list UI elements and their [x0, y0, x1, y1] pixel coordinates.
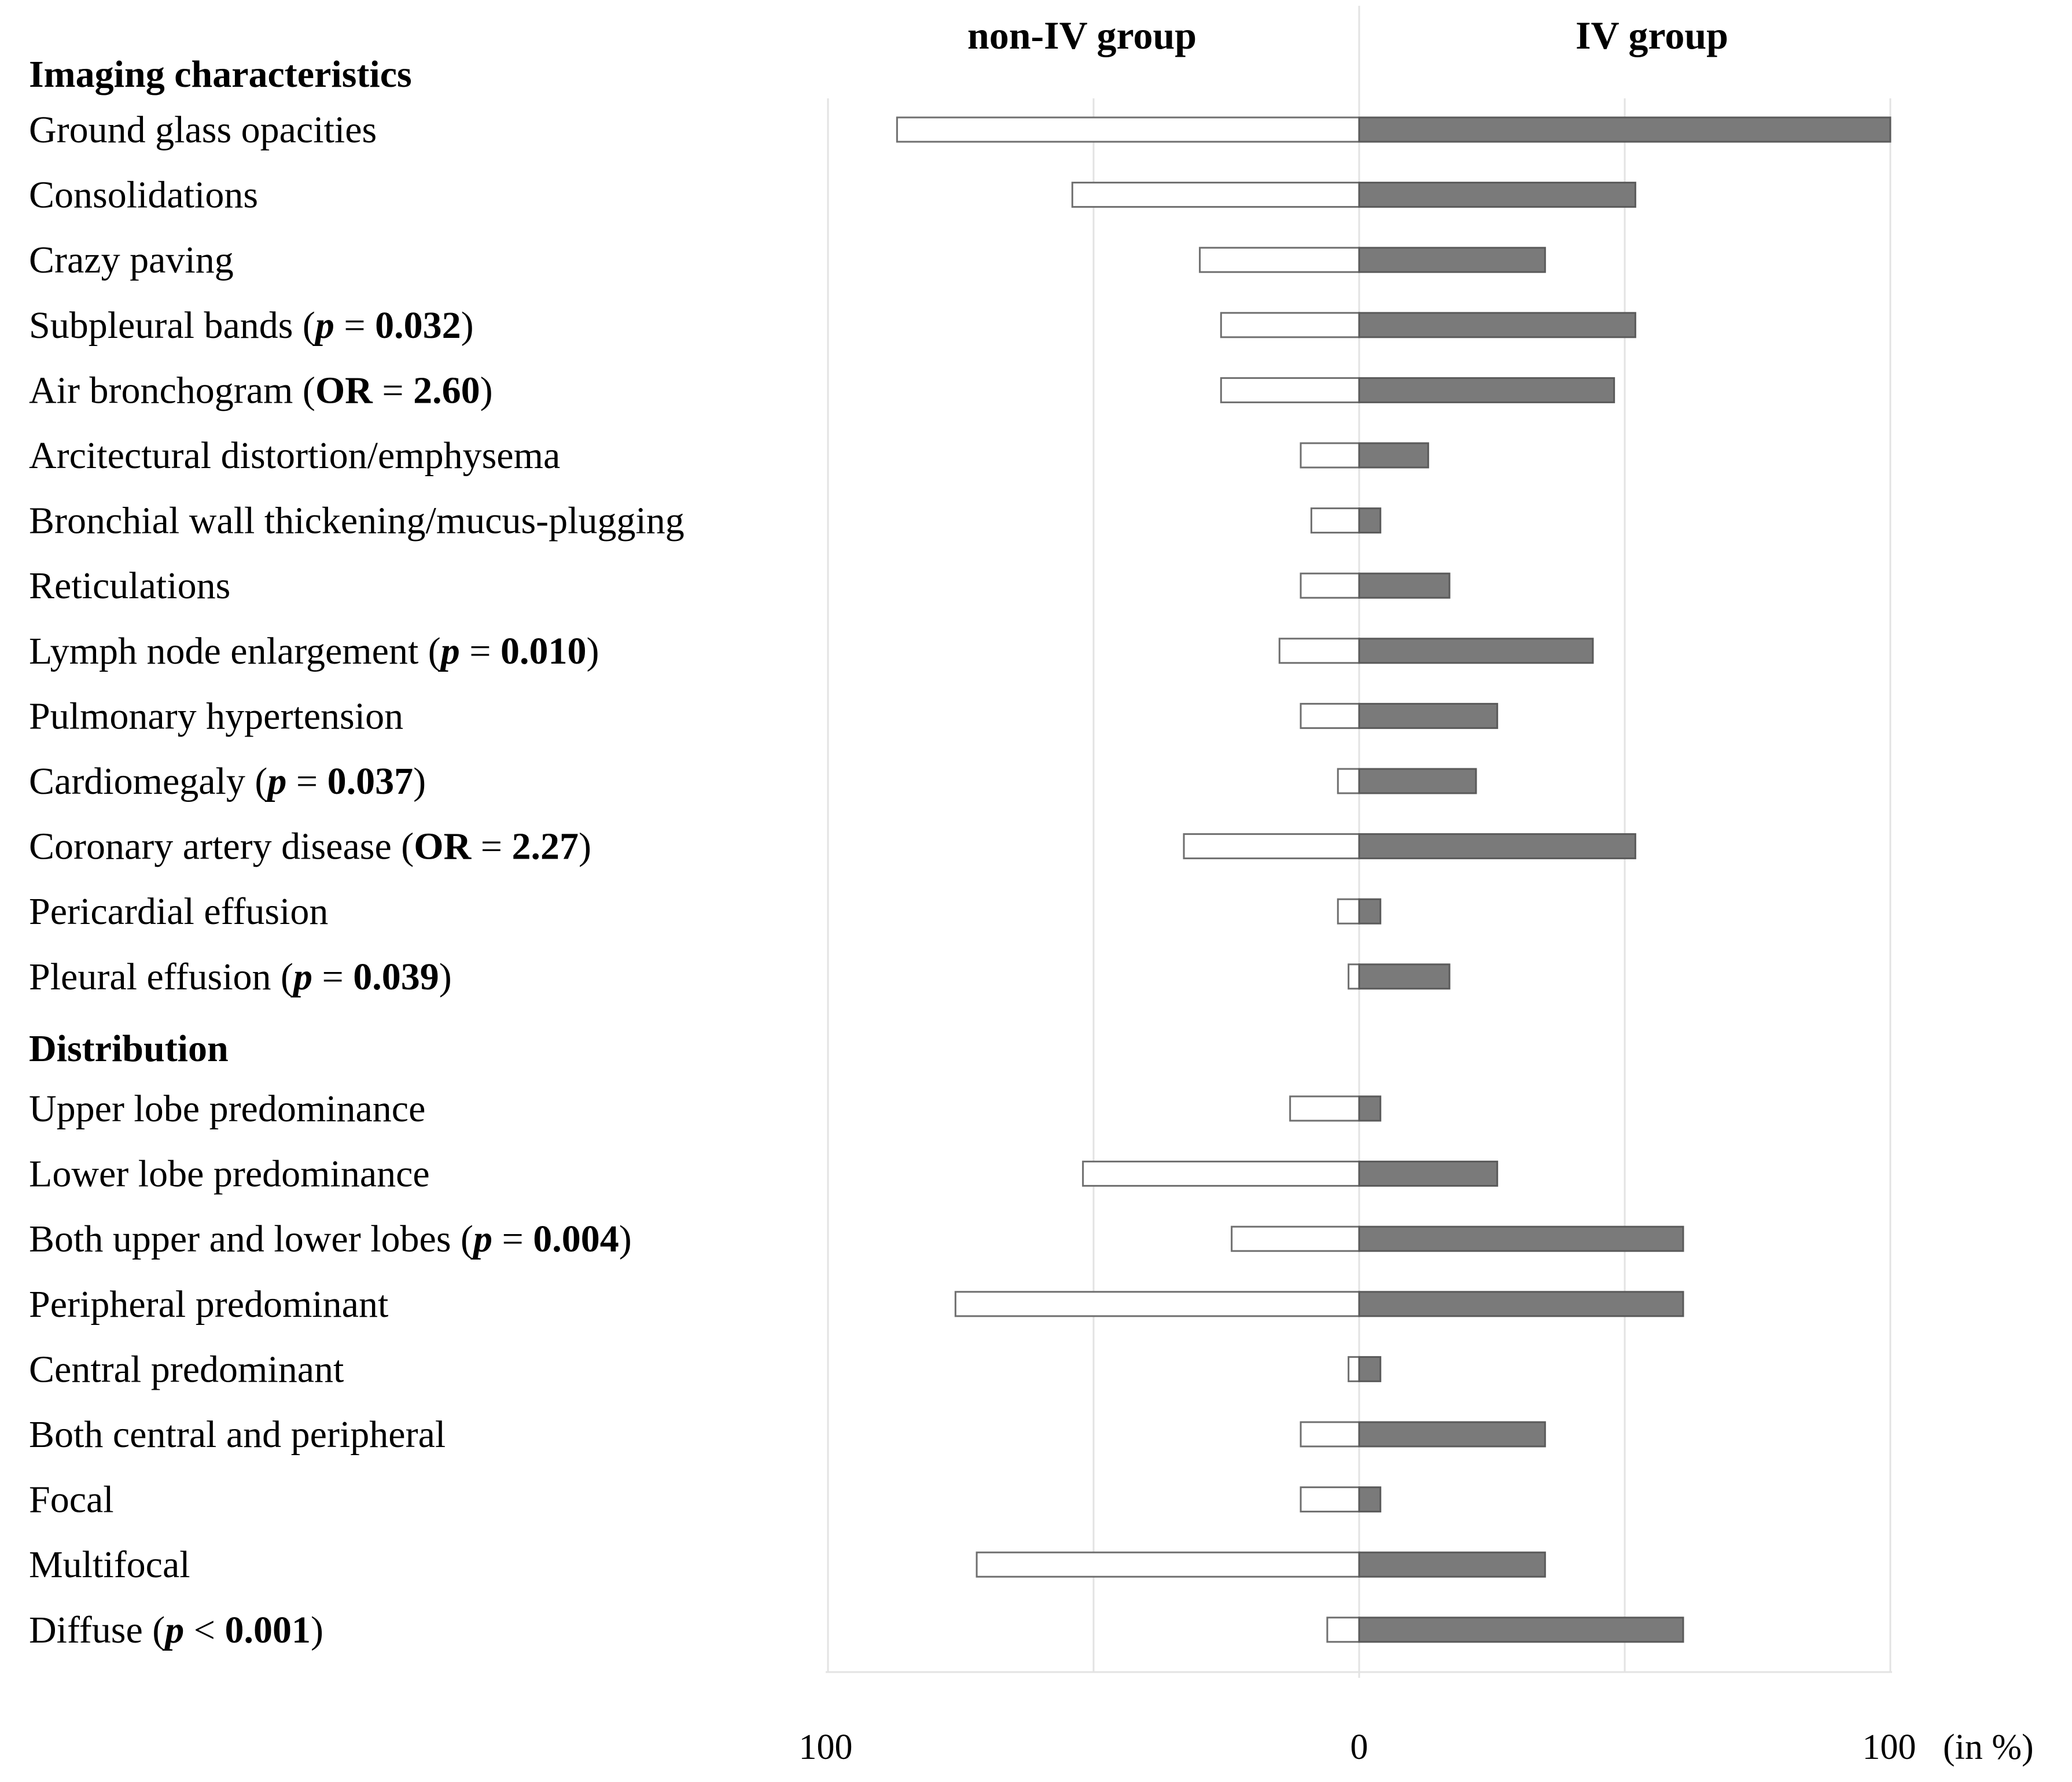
bar-iv	[1358, 638, 1594, 664]
bar-non-iv	[1300, 1421, 1360, 1448]
bar-non-iv	[954, 1291, 1360, 1317]
header-non-iv-group: non-IV group	[967, 13, 1197, 57]
bar-non-iv	[1337, 898, 1360, 925]
bar-iv	[1358, 1225, 1684, 1252]
section-title: Imaging characteristics	[29, 53, 412, 95]
bar-iv	[1358, 182, 1636, 208]
bar-iv	[1358, 572, 1451, 599]
row-label: Pulmonary hypertension	[29, 695, 403, 737]
x-tick-zero: 0	[1350, 1728, 1368, 1767]
bar-iv	[1358, 377, 1615, 403]
row-label: Peripheral predominant	[29, 1283, 388, 1326]
bar-iv	[1358, 768, 1477, 794]
bar-non-iv	[1278, 638, 1360, 664]
row-label: Lower lobe predominance	[29, 1153, 430, 1195]
row-label: Both upper and lower lobes (p = 0.004)	[29, 1218, 632, 1260]
row-label: Air bronchogram (OR = 2.60)	[29, 369, 493, 411]
row-label: Reticulations	[29, 565, 230, 607]
bar-iv	[1358, 963, 1451, 990]
row-label: Crazy paving	[29, 239, 234, 281]
bars	[896, 116, 1891, 1643]
row-label: Pleural effusion (p = 0.039)	[29, 956, 452, 998]
bar-non-iv	[1071, 182, 1360, 208]
bar-non-iv	[1337, 768, 1360, 794]
bar-non-iv	[1348, 1356, 1360, 1382]
row-labels: Imaging characteristics Ground glass opac…	[29, 53, 684, 1651]
bar-non-iv	[1326, 1617, 1360, 1643]
bar-non-iv	[976, 1551, 1360, 1578]
row-label: Pericardial effusion	[29, 890, 328, 933]
bar-iv	[1358, 1161, 1499, 1187]
bar-iv	[1358, 898, 1382, 925]
bar-non-iv	[1300, 442, 1360, 469]
x-tick-right-100: 100	[1863, 1728, 1916, 1767]
header-iv-group: IV group	[1576, 13, 1728, 57]
bar-iv	[1358, 1421, 1546, 1448]
bar-iv	[1358, 1486, 1382, 1513]
row-label: Consolidations	[29, 174, 258, 216]
bar-iv	[1358, 1617, 1684, 1643]
bar-iv	[1358, 702, 1499, 729]
row-label: Multifocal	[29, 1544, 190, 1586]
row-label: Upper lobe predominance	[29, 1088, 425, 1130]
row-label: Coronary artery disease (OR = 2.27)	[29, 826, 591, 868]
row-label: Diffuse (p < 0.001)	[29, 1609, 323, 1651]
bar-non-iv	[1220, 377, 1360, 403]
bar-iv	[1358, 1551, 1546, 1578]
bar-iv	[1358, 442, 1429, 469]
bar-non-iv	[1082, 1161, 1360, 1187]
bar-non-iv	[1289, 1095, 1360, 1122]
row-label: Ground glass opacities	[29, 109, 377, 151]
bar-iv	[1358, 116, 1891, 143]
bar-non-iv	[1199, 246, 1360, 273]
bar-non-iv	[1300, 1486, 1360, 1513]
row-label: Both central and peripheral	[29, 1413, 446, 1456]
bar-non-iv	[1183, 833, 1360, 860]
bar-iv	[1358, 1095, 1382, 1122]
bar-iv	[1358, 246, 1546, 273]
row-label: Bronchial wall thickening/mucus-plugging	[29, 500, 684, 542]
x-axis-unit: (in %)	[1943, 1728, 2034, 1767]
bar-iv	[1358, 1356, 1382, 1382]
row-label: Central predominant	[29, 1348, 344, 1390]
x-tick-left-100: 100	[799, 1728, 853, 1767]
bar-iv	[1358, 1291, 1684, 1317]
bar-iv	[1358, 833, 1636, 860]
bar-non-iv	[1231, 1225, 1360, 1252]
row-label: Arcitectural distortion/emphysema	[29, 435, 560, 477]
row-label: Focal	[29, 1479, 114, 1521]
section-title: Distribution	[29, 1028, 229, 1070]
row-label: Subpleural bands (p = 0.032)	[29, 304, 474, 347]
bar-non-iv	[1300, 572, 1360, 599]
bar-non-iv	[1310, 507, 1360, 534]
bar-non-iv	[896, 116, 1360, 143]
row-label: Lymph node enlargement (p = 0.010)	[29, 630, 599, 672]
row-label: Cardiomegaly (p = 0.037)	[29, 760, 426, 802]
bar-non-iv	[1220, 312, 1360, 338]
bar-non-iv	[1348, 963, 1360, 990]
bar-iv	[1358, 507, 1382, 534]
bar-iv	[1358, 312, 1636, 338]
bar-non-iv	[1300, 702, 1360, 729]
